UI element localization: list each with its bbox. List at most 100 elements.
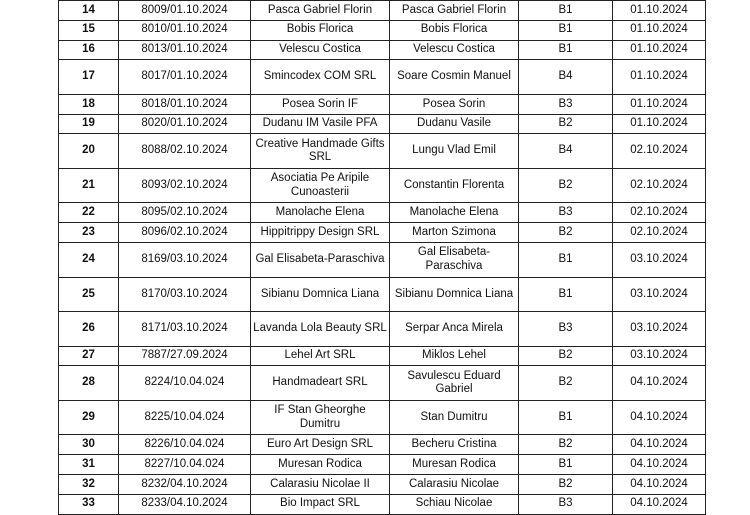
applicant-name-cell: Hippitrippy Design SRL (250, 222, 390, 244)
row-number-cell: 28 (58, 365, 119, 401)
registration-number-cell: 8096/02.10.2024 (118, 222, 251, 244)
applicant-name-cell: IF Stan Gheorghe Dumitru (250, 399, 390, 436)
date-cell: 04.10.2024 (612, 365, 706, 401)
date-cell: 01.10.2024 (612, 0, 706, 21)
registration-number-cell: 8088/02.10.2024 (118, 133, 251, 169)
date-cell: 04.10.2024 (612, 434, 706, 456)
table-row: 14 8009/01.10.2024 Pasca Gabriel Florin Pas… (58, 0, 706, 21)
row-number-cell: 21 (58, 167, 119, 204)
table-row: 33 8233/04.10.2024 Bio Impact SRL Schiau Ni… (58, 493, 706, 515)
row-number-cell: 26 (58, 311, 119, 347)
category-code-cell: B3 (518, 93, 613, 115)
category-code-cell: B2 (518, 345, 613, 367)
table-row: 17 8017/01.10.2024 Smincodex COM SRL Soare … (58, 59, 706, 95)
table-row: 31 8227/10.04.024 Muresan Rodica Muresan Ro… (58, 454, 706, 475)
table-row: 16 8013/01.10.2024 Velescu Costica Velescu … (58, 39, 706, 61)
applicant-name-cell: Asociatia Pe Aripile Cunoasterii (250, 167, 390, 204)
category-code-cell: B2 (518, 167, 613, 204)
applicant-name-cell: Posea Sorin IF (250, 93, 390, 115)
table-row: 23 8096/02.10.2024 Hippitrippy Design SRL M… (58, 222, 706, 244)
row-number-cell: 16 (58, 39, 119, 61)
applicant-name-cell: Lehel Art SRL (250, 345, 390, 367)
date-cell: 03.10.2024 (612, 276, 706, 313)
applicant-name-cell: Dudanu IM Vasile PFA (250, 113, 390, 135)
row-number-cell: 15 (58, 19, 119, 41)
category-code-cell: B1 (518, 39, 613, 61)
table-row: 20 8088/02.10.2024 Creative Handmade Gifts… (58, 133, 706, 169)
date-cell: 02.10.2024 (612, 167, 706, 204)
category-code-cell: B1 (518, 242, 613, 278)
representative-name-cell: Posea Sorin (389, 93, 519, 115)
date-cell: 01.10.2024 (612, 19, 706, 41)
table-row: 19 8020/01.10.2024 Dudanu IM Vasile PFA Dud… (58, 113, 706, 135)
representative-name-cell: Stan Dumitru (389, 399, 519, 436)
date-cell: 04.10.2024 (612, 473, 706, 495)
representative-name-cell: Gal Elisabeta-Paraschiva (389, 242, 519, 278)
category-code-cell: B2 (518, 113, 613, 135)
category-code-cell: B1 (518, 276, 613, 313)
registration-number-cell: 8226/10.04.024 (118, 434, 251, 456)
applicant-name-cell: Pasca Gabriel Florin (250, 0, 390, 21)
date-cell: 01.10.2024 (612, 59, 706, 95)
row-number-cell: 25 (58, 276, 119, 313)
representative-name-cell: Soare Cosmin Manuel (389, 59, 519, 95)
category-code-cell: B2 (518, 434, 613, 456)
row-number-cell: 29 (58, 399, 119, 436)
applicant-name-cell: Smincodex COM SRL (250, 59, 390, 95)
row-number-cell: 24 (58, 242, 119, 278)
row-number-cell: 33 (58, 493, 119, 515)
registration-number-cell: 8170/03.10.2024 (118, 276, 251, 313)
table-row: 32 8232/04.10.2024 Calarasiu Nicolae II Cal… (58, 473, 706, 495)
representative-name-cell: Sibianu Domnica Liana (389, 276, 519, 313)
representative-name-cell: Manolache Elena (389, 202, 519, 224)
applicant-name-cell: Bio Impact SRL (250, 493, 390, 515)
category-code-cell: B1 (518, 0, 613, 21)
table-row: 15 8010/01.10.2024 Bobis Florica Bobis Flor… (58, 19, 706, 41)
representative-name-cell: Becheru Cristina (389, 434, 519, 456)
representative-name-cell: Velescu Costica (389, 39, 519, 61)
registration-number-cell: 8020/01.10.2024 (118, 113, 251, 135)
category-code-cell: B1 (518, 399, 613, 436)
date-cell: 03.10.2024 (612, 345, 706, 367)
applicant-name-cell: Calarasiu Nicolae II (250, 473, 390, 495)
registration-number-cell: 8233/04.10.2024 (118, 493, 251, 515)
category-code-cell: B1 (518, 454, 613, 475)
row-number-cell: 20 (58, 133, 119, 169)
table-row: 22 8095/02.10.2024 Manolache Elena Manolach… (58, 202, 706, 224)
applications-table: 14 8009/01.10.2024 Pasca Gabriel Florin Pas… (58, 0, 706, 515)
table-row: 27 7887/27.09.2024 Lehel Art SRL Miklos Leh… (58, 345, 706, 367)
category-code-cell: B3 (518, 202, 613, 224)
category-code-cell: B4 (518, 133, 613, 169)
registration-number-cell: 8093/02.10.2024 (118, 167, 251, 204)
date-cell: 04.10.2024 (612, 454, 706, 475)
category-code-cell: B2 (518, 473, 613, 495)
date-cell: 04.10.2024 (612, 493, 706, 515)
applicant-name-cell: Sibianu Domnica Liana (250, 276, 390, 313)
date-cell: 03.10.2024 (612, 242, 706, 278)
registration-number-cell: 8171/03.10.2024 (118, 311, 251, 347)
date-cell: 04.10.2024 (612, 399, 706, 436)
representative-name-cell: Serpar Anca Mirela (389, 311, 519, 347)
category-code-cell: B2 (518, 365, 613, 401)
registration-number-cell: 8227/10.04.024 (118, 454, 251, 475)
category-code-cell: B3 (518, 311, 613, 347)
row-number-cell: 23 (58, 222, 119, 244)
date-cell: 01.10.2024 (612, 39, 706, 61)
table-body: 14 8009/01.10.2024 Pasca Gabriel Florin Pas… (58, 0, 706, 515)
registration-number-cell: 8018/01.10.2024 (118, 93, 251, 115)
representative-name-cell: Savulescu Eduard Gabriel (389, 365, 519, 401)
registration-number-cell: 8225/10.04.024 (118, 399, 251, 436)
date-cell: 02.10.2024 (612, 133, 706, 169)
representative-name-cell: Bobis Florica (389, 19, 519, 41)
row-number-cell: 27 (58, 345, 119, 367)
registration-number-cell: 7887/27.09.2024 (118, 345, 251, 367)
row-number-cell: 32 (58, 473, 119, 495)
registration-number-cell: 8010/01.10.2024 (118, 19, 251, 41)
table-row: 24 8169/03.10.2024 Gal Elisabeta-Paraschiv… (58, 242, 706, 278)
representative-name-cell: Constantin Florenta (389, 167, 519, 204)
table-row: 26 8171/03.10.2024 Lavanda Lola Beauty SRL… (58, 311, 706, 347)
table-row: 28 8224/10.04.024 Handmadeart SRL Savulescu… (58, 365, 706, 401)
table-row: 30 8226/10.04.024 Euro Art Design SRL Beche… (58, 434, 706, 456)
row-number-cell: 14 (58, 0, 119, 21)
applicant-name-cell: Euro Art Design SRL (250, 434, 390, 456)
